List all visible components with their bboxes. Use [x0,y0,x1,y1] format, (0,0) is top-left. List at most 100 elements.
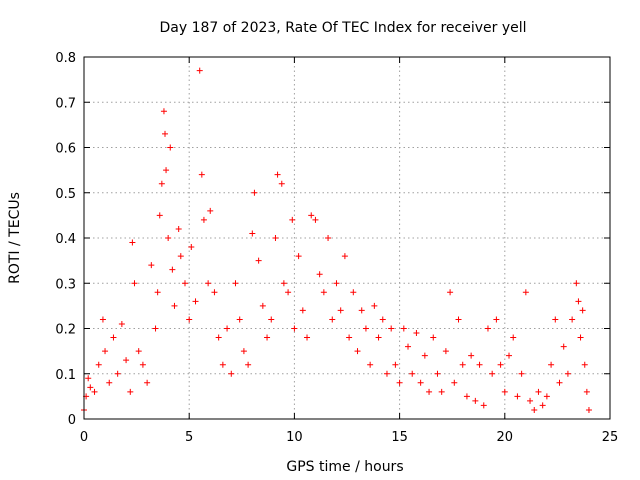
x-tick-label: 20 [497,430,514,445]
data-point [405,343,412,350]
data-point [255,257,262,264]
data-point [186,316,193,323]
x-tick-label: 5 [185,430,193,445]
data-point [560,343,567,350]
data-point [396,379,403,386]
data-point [131,280,138,287]
data-point [308,212,315,219]
data-point [430,334,437,341]
data-point [224,325,231,332]
data-point [215,334,222,341]
data-point [447,289,454,296]
y-tick-label: 0.5 [55,187,76,202]
data-point [304,334,311,341]
y-tick-label: 0.3 [55,277,76,292]
data-point [442,348,449,355]
data-point [207,207,214,214]
data-point [156,212,163,219]
data-point [196,67,203,74]
data-point [299,307,306,314]
data-point [375,334,382,341]
data-point [102,348,109,355]
data-point [548,361,555,368]
data-point [91,388,98,395]
data-point [198,171,205,178]
data-point [211,289,218,296]
data-point [251,189,258,196]
y-tick-label: 0.1 [55,368,76,383]
data-point [539,402,546,409]
y-axis-label: ROTI / TECUs [7,192,23,284]
x-tick-label: 15 [391,430,408,445]
data-point [200,216,207,223]
data-point [358,307,365,314]
data-point [158,180,165,187]
data-point [249,230,256,237]
data-point [455,316,462,323]
data-point [522,289,529,296]
data-point [192,298,199,305]
data-point [278,180,285,187]
data-point [484,325,491,332]
y-tick-label: 0.6 [55,142,76,157]
data-point [139,361,146,368]
data-point [583,388,590,395]
data-point [367,361,374,368]
data-point [85,375,92,382]
data-point [579,307,586,314]
grid [84,57,610,419]
data-point [188,244,195,251]
data-point [169,266,176,273]
data-point [163,167,170,174]
data-point [240,348,247,355]
data-point [325,235,332,241]
data-point [106,379,113,386]
data-points [81,67,592,413]
data-point [527,397,534,404]
data-point [148,262,155,269]
data-point [400,325,407,332]
data-point [232,280,239,287]
data-point [480,402,487,409]
data-point [346,334,353,341]
data-point [118,320,125,327]
data-point [392,361,399,368]
data-point [245,361,252,368]
data-point [438,388,445,395]
data-point [114,370,121,377]
data-point [289,216,296,223]
axis-ticks: 0 0.1 0.2 0.3 0.4 0.5 0.6 0.7 0.8 0 5 10 15 20 25 [55,51,618,445]
data-point [581,361,588,368]
data-point [577,334,584,341]
data-point [575,298,582,305]
data-point [388,325,395,332]
data-point [413,330,420,337]
data-point [451,379,458,386]
data-point [468,352,475,359]
data-point [518,370,525,377]
data-point [585,406,592,413]
data-point [426,388,433,395]
data-point [144,379,151,386]
data-point [434,370,441,377]
data-point [274,171,281,178]
data-point [165,235,172,241]
data-point [295,253,302,260]
data-point [162,130,169,137]
plot-frame [83,56,611,420]
data-point [312,216,319,223]
data-point [463,393,470,400]
data-point [552,316,559,323]
data-point [371,302,378,309]
data-point [333,280,340,287]
chart-title: Day 187 of 2023, Rate Of TEC Index for r… [159,20,526,36]
data-point [535,388,542,395]
data-point [329,316,336,323]
data-point [181,280,188,287]
data-point [87,384,94,391]
data-point [135,348,142,355]
y-tick-label: 0.8 [55,51,76,66]
x-tick-label: 0 [80,430,88,445]
x-tick-label: 25 [602,430,619,445]
